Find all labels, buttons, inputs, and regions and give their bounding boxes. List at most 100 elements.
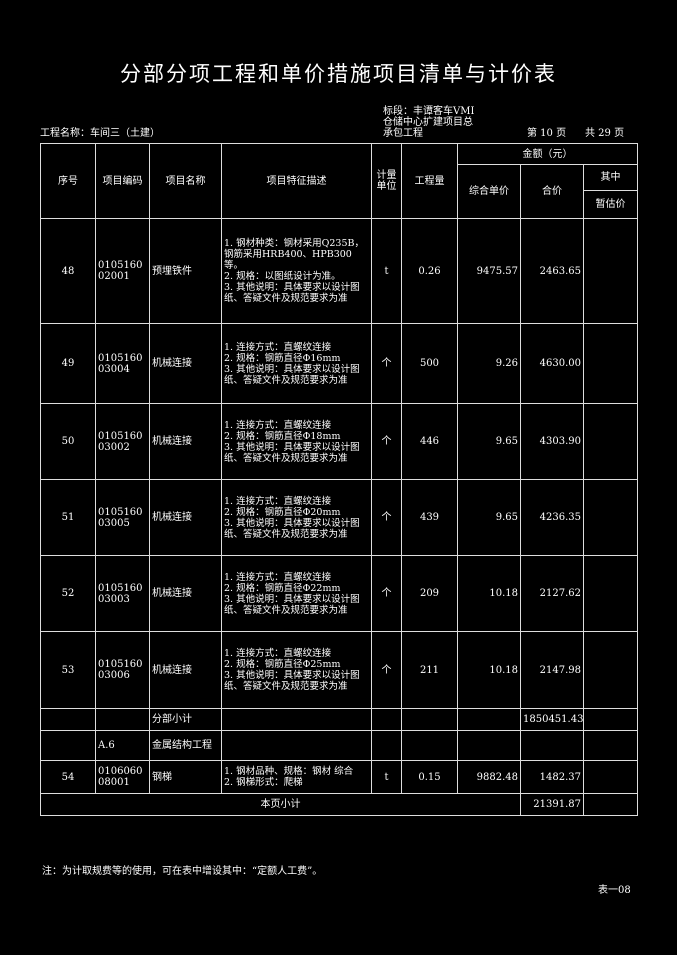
cell-qty: 446 bbox=[401, 403, 458, 480]
cell-code: 010516003005 bbox=[95, 479, 150, 556]
cell-desc: 1. 连接方式：直螺纹连接 2. 规格：钢筋直径Φ18mm 3. 其他说明：具体… bbox=[221, 403, 372, 480]
cell-code: 010516002001 bbox=[95, 218, 150, 324]
section-line: 仓储中心扩建项目总 bbox=[383, 117, 473, 128]
table-row: 50 010516003002 机械连接 1. 连接方式：直螺纹连接 2. 规格… bbox=[40, 403, 639, 480]
page-total-row: 本页小计 21391.87 bbox=[40, 793, 639, 816]
cell-qty: 439 bbox=[401, 479, 458, 556]
cell-qty: 209 bbox=[401, 555, 458, 632]
form-number: 表一08 bbox=[598, 885, 631, 896]
cell-unit-price: 9475.57 bbox=[457, 218, 521, 324]
col-qty: 工程量 bbox=[401, 143, 458, 219]
cell-unit-price: 9.26 bbox=[457, 323, 521, 404]
cell-total: 4303.90 bbox=[520, 403, 584, 480]
cell-unit: t bbox=[371, 218, 402, 324]
subtotal-label: 分部小计 bbox=[149, 708, 222, 731]
cell-name: 机械连接 bbox=[149, 555, 222, 632]
section-name: 金属结构工程 bbox=[149, 730, 222, 761]
cell-provisional bbox=[582, 631, 639, 709]
cell-seq: 54 bbox=[40, 760, 96, 794]
cell-total: 2463.65 bbox=[520, 218, 584, 324]
cell-name: 预埋铁件 bbox=[149, 218, 222, 324]
table-row: 49 010516003004 机械连接 1. 连接方式：直螺纹连接 2. 规格… bbox=[40, 323, 639, 404]
cell-code: 010516003002 bbox=[95, 403, 150, 480]
cell-seq: 50 bbox=[40, 403, 96, 480]
cell-qty: 500 bbox=[401, 323, 458, 404]
cell-desc: 1. 连接方式：直螺纹连接 2. 规格：钢筋直径Φ16mm 3. 其他说明：具体… bbox=[221, 323, 372, 404]
cell-provisional bbox=[582, 479, 639, 556]
cell-unit-price: 10.18 bbox=[457, 555, 521, 632]
section-line: 标段：丰谭客车VMI bbox=[383, 106, 475, 117]
section-line: 承包工程 bbox=[383, 128, 423, 139]
cell-name: 机械连接 bbox=[149, 323, 222, 404]
cell-provisional bbox=[582, 323, 639, 404]
subtotal-value: 1850451.43 bbox=[520, 708, 584, 731]
cell-code: 010516003006 bbox=[95, 631, 150, 709]
cell-seq: 49 bbox=[40, 323, 96, 404]
cell-code: 010606008001 bbox=[95, 760, 150, 794]
cell-qty: 211 bbox=[401, 631, 458, 709]
cell-total: 4630.00 bbox=[520, 323, 584, 404]
cell-unit: 个 bbox=[371, 323, 402, 404]
cell-name: 机械连接 bbox=[149, 403, 222, 480]
col-unit: 计量单位 bbox=[371, 143, 402, 219]
page-title: 分部分项工程和单价措施项目清单与计价表 bbox=[120, 62, 557, 86]
col-desc: 项目特征描述 bbox=[221, 143, 372, 219]
col-name: 项目名称 bbox=[149, 143, 222, 219]
pricing-table: 序号 项目编码 项目名称 项目特征描述 计量单位 工程量 金额（元） 综合单价 … bbox=[40, 143, 639, 816]
col-seq: 序号 bbox=[40, 143, 96, 219]
table-row: 54 010606008001 钢梯 1. 钢材品种、规格：钢材 综合 2. 钢… bbox=[40, 760, 639, 794]
col-amount: 金额（元） bbox=[456, 143, 639, 165]
cell-code: 010516003004 bbox=[95, 323, 150, 404]
project-name: 工程名称：车间三（土建） bbox=[40, 128, 160, 139]
col-unit-price: 综合单价 bbox=[457, 164, 521, 219]
cell-desc: 1. 钢材品种、规格：钢材 综合 2. 钢梯形式：爬梯 bbox=[221, 760, 372, 794]
cell-name: 机械连接 bbox=[149, 631, 222, 709]
table-row: 52 010516003003 机械连接 1. 连接方式：直螺纹连接 2. 规格… bbox=[40, 555, 639, 632]
section-code: A.6 bbox=[95, 730, 150, 761]
subtotal-row: 分部小计 1850451.43 bbox=[40, 708, 639, 731]
cell-seq: 52 bbox=[40, 555, 96, 632]
cell-total: 2127.62 bbox=[520, 555, 584, 632]
cell-unit: 个 bbox=[371, 555, 402, 632]
table-row: 53 010516003006 机械连接 1. 连接方式：直螺纹连接 2. 规格… bbox=[40, 631, 639, 709]
table-row: 48 010516002001 预埋铁件 1. 钢材种类：钢材采用Q235B，钢… bbox=[40, 218, 639, 324]
cell-provisional bbox=[582, 555, 639, 632]
cell-unit-price: 9.65 bbox=[457, 479, 521, 556]
page-number: 第 10 页 bbox=[527, 128, 567, 139]
cell-desc: 1. 钢材种类：钢材采用Q235B，钢筋采用HRB400、HPB300等。 2.… bbox=[221, 218, 372, 324]
cell-seq: 53 bbox=[40, 631, 96, 709]
cell-seq: 51 bbox=[40, 479, 96, 556]
cell-unit: 个 bbox=[371, 631, 402, 709]
cell-qty: 0.15 bbox=[401, 760, 458, 794]
col-provisional: 暂估价 bbox=[582, 190, 639, 219]
cell-name: 钢梯 bbox=[149, 760, 222, 794]
cell-unit: 个 bbox=[371, 403, 402, 480]
cell-unit: 个 bbox=[371, 479, 402, 556]
page-total: 共 29 页 bbox=[585, 128, 625, 139]
cell-name: 机械连接 bbox=[149, 479, 222, 556]
cell-qty: 0.26 bbox=[401, 218, 458, 324]
cell-provisional bbox=[582, 218, 639, 324]
col-of-which: 其中 bbox=[582, 164, 639, 191]
cell-code: 010516003003 bbox=[95, 555, 150, 632]
cell-total: 2147.98 bbox=[520, 631, 584, 709]
cell-unit-price: 10.18 bbox=[457, 631, 521, 709]
cell-desc: 1. 连接方式：直螺纹连接 2. 规格：钢筋直径Φ25mm 3. 其他说明：具体… bbox=[221, 631, 372, 709]
col-total: 合价 bbox=[520, 164, 584, 219]
cell-unit-price: 9.65 bbox=[457, 403, 521, 480]
cell-total: 4236.35 bbox=[520, 479, 584, 556]
section-row: A.6 金属结构工程 bbox=[40, 730, 639, 761]
table-row: 51 010516003005 机械连接 1. 连接方式：直螺纹连接 2. 规格… bbox=[40, 479, 639, 556]
cell-unit: t bbox=[371, 760, 402, 794]
cell-desc: 1. 连接方式：直螺纹连接 2. 规格：钢筋直径Φ20mm 3. 其他说明：具体… bbox=[221, 479, 372, 556]
cell-total: 1482.37 bbox=[520, 760, 584, 794]
cell-provisional bbox=[582, 403, 639, 480]
section-info: 标段：丰谭客车VMI 仓储中心扩建项目总 承包工程 bbox=[383, 106, 474, 139]
col-code: 项目编码 bbox=[95, 143, 150, 219]
cell-desc: 1. 连接方式：直螺纹连接 2. 规格：钢筋直径Φ22mm 3. 其他说明：具体… bbox=[221, 555, 372, 632]
page-total-value: 21391.87 bbox=[520, 793, 584, 816]
cell-unit-price: 9882.48 bbox=[457, 760, 521, 794]
page-total-label: 本页小计 bbox=[40, 793, 521, 816]
footer-note: 注：为计取规费等的使用，可在表中增设其中：“定额人工费”。 bbox=[42, 866, 323, 877]
cell-seq: 48 bbox=[40, 218, 96, 324]
